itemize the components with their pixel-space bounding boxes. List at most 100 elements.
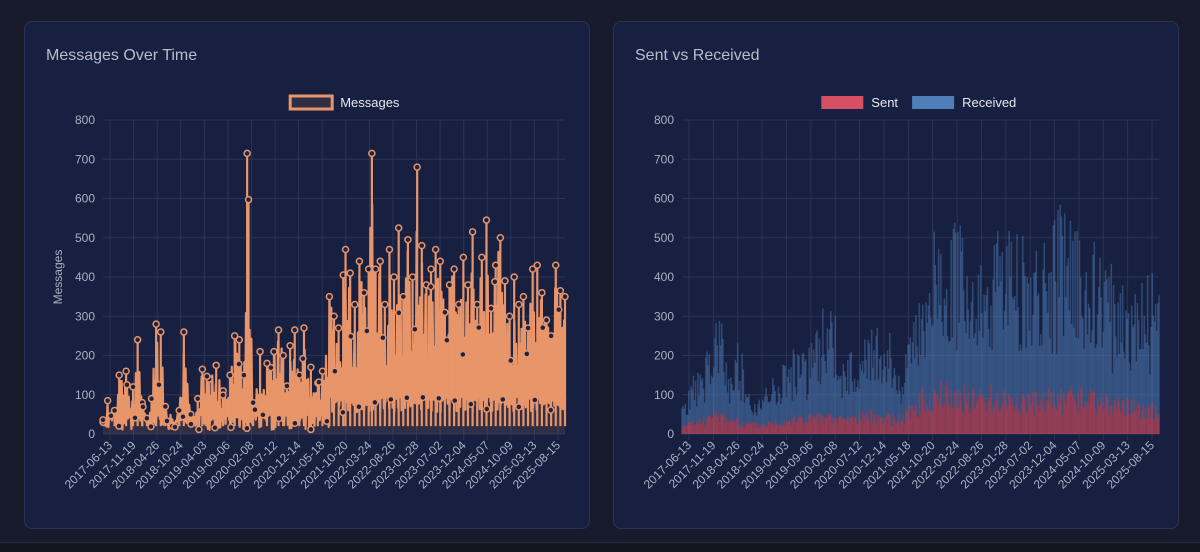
sent-bar (1115, 403, 1117, 434)
received-bar (877, 379, 880, 415)
data-point (411, 325, 419, 333)
sent-bar (861, 410, 864, 434)
sent-bar (760, 426, 763, 434)
sent-bar (860, 420, 863, 434)
sent-bar (1040, 398, 1042, 434)
legend-swatch (821, 96, 864, 109)
data-point (175, 406, 183, 415)
sent-bar (803, 422, 806, 434)
received-bar (1067, 258, 1069, 393)
sent-bar (1154, 406, 1157, 434)
sent-bar (1061, 414, 1064, 434)
sent-bar (814, 418, 816, 434)
sent-bar (924, 398, 926, 434)
data-point (275, 414, 283, 423)
received-bar (1120, 342, 1123, 414)
received-bar (966, 276, 968, 404)
received-bar (826, 328, 829, 419)
sent-bar (966, 403, 968, 434)
data-point (270, 347, 278, 356)
sent-bar (868, 420, 871, 434)
data-point (133, 336, 142, 344)
received-bar (1093, 241, 1096, 392)
sent-bar (735, 416, 738, 434)
sent-bar (1136, 410, 1139, 434)
y-tick-label: 0 (667, 427, 674, 441)
received-bar (1016, 234, 1018, 397)
data-point (219, 391, 227, 399)
sent-bar (1098, 405, 1100, 434)
received-bar (928, 293, 931, 394)
sent-bar (974, 408, 976, 434)
sent-bar (752, 421, 755, 434)
sent-bar (1124, 416, 1126, 434)
received-bar (1023, 262, 1025, 396)
sent-bar (995, 392, 998, 434)
received-bar (1087, 303, 1090, 397)
sent-bar (706, 419, 708, 434)
sent-bar (1151, 401, 1153, 434)
sent-bar (743, 426, 746, 434)
sent-bar (1062, 392, 1065, 434)
received-bar (870, 329, 873, 410)
received-bar (1141, 283, 1143, 411)
sent-bar (780, 423, 782, 434)
data-point (515, 300, 523, 309)
sent-bar (865, 419, 867, 434)
received-bar (1048, 273, 1050, 389)
received-bar (918, 303, 921, 394)
received-bar (1136, 302, 1139, 411)
received-bar (865, 359, 867, 420)
sent-bar (768, 420, 771, 434)
received-bar (845, 390, 848, 421)
received-bar (1116, 357, 1118, 409)
received-bar (983, 294, 985, 398)
received-bar (1009, 276, 1011, 398)
sent-bar (965, 397, 967, 434)
received-bar (792, 349, 795, 418)
sent-bar (770, 420, 773, 434)
received-bar (774, 391, 776, 420)
received-bar (910, 363, 913, 406)
received-bar (1058, 296, 1060, 403)
sent-bar (1006, 408, 1008, 434)
received-bar (750, 410, 753, 423)
sent-bar (873, 413, 875, 434)
received-bar (903, 382, 906, 424)
sent-bar (725, 417, 728, 434)
sent-bar (1109, 406, 1111, 434)
received-bar (1121, 285, 1124, 401)
received-bar (1001, 252, 1004, 405)
received-bar (694, 380, 697, 424)
received-bar (848, 394, 850, 422)
received-bar (1145, 342, 1148, 419)
data-point (318, 367, 327, 375)
sent-bar (1015, 405, 1017, 434)
sent-bar (900, 420, 902, 434)
sent-bar (1035, 391, 1038, 434)
data-point (155, 380, 163, 389)
sent-bar (1153, 419, 1156, 434)
sent-bar (867, 417, 870, 434)
sent-bar (1067, 392, 1069, 434)
sent-bar (775, 423, 778, 434)
received-bar (1056, 354, 1058, 411)
received-bar (958, 322, 960, 407)
data-point (468, 228, 477, 236)
received-bar (907, 344, 909, 410)
sent-bar (923, 411, 925, 434)
sent-bar (969, 408, 972, 434)
received-bar (807, 394, 809, 421)
received-bar (814, 362, 816, 419)
sent-bar (825, 417, 828, 434)
sent-bar (741, 421, 743, 434)
received-bar (775, 405, 778, 424)
sent-bar (911, 405, 914, 434)
sent-bar (783, 419, 785, 434)
sent-bar (879, 417, 882, 434)
received-bar (940, 254, 942, 381)
sent-bar (1018, 407, 1021, 434)
data-point (325, 292, 334, 301)
received-bar (735, 362, 738, 417)
sent-bar (897, 420, 899, 434)
